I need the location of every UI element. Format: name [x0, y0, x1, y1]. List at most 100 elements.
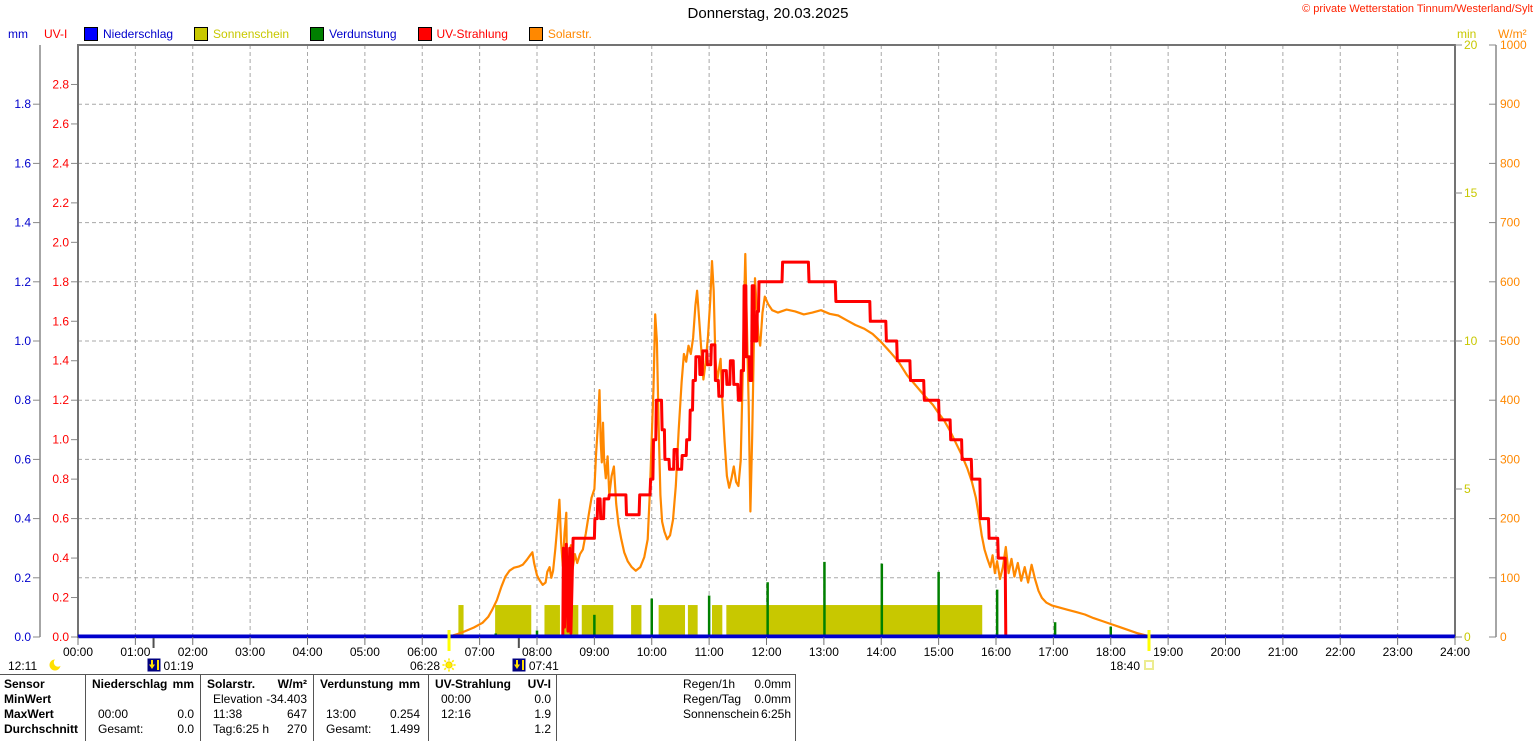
hour-tick-label: 01:00	[120, 645, 150, 659]
uvi-tick-label: 1.4	[52, 354, 69, 368]
uvi-tick-label: 1.8	[52, 275, 69, 289]
legend-item-solarstr: Solarstr.	[528, 27, 592, 41]
table-cell-value: 270	[286, 722, 307, 736]
legend-item-sonnenschein: Sonnenschein	[194, 27, 289, 41]
uvi-tick-label: 2.2	[52, 196, 69, 210]
table-col-unit: mm	[172, 677, 194, 691]
wm2-tick-label: 1000	[1500, 38, 1527, 52]
table-divider	[428, 674, 429, 741]
legend-swatch-icon	[310, 27, 325, 41]
table-cell-value: 1.9	[534, 707, 551, 721]
table-cell-value: 647	[286, 707, 307, 721]
sunshine-block	[631, 605, 642, 637]
hour-tick-label: 08:00	[522, 645, 552, 659]
mm-tick-label: 0.2	[14, 571, 31, 585]
axis-title-uvi: UV-I	[44, 27, 68, 41]
min-tick-label: 20	[1464, 38, 1478, 52]
uvi-tick-label: 2.0	[52, 235, 69, 249]
summary-label: Regen/1h	[683, 677, 736, 691]
summary-value: 0.0mm	[754, 677, 791, 691]
uvi-tick-label: 2.6	[52, 117, 69, 131]
summary-value: 0.0mm	[754, 692, 791, 706]
sunshine-block	[687, 605, 698, 637]
wm2-tick-label: 200	[1500, 512, 1520, 526]
table-divider	[795, 674, 796, 741]
hour-tick-label: 16:00	[981, 645, 1011, 659]
sunshine-block	[581, 605, 614, 637]
hour-tick-label: 23:00	[1383, 645, 1413, 659]
table-cell-value: 0.254	[389, 707, 420, 721]
wm2-tick-label: 100	[1500, 571, 1520, 585]
legend-label: Sonnenschein	[213, 27, 290, 41]
table-divider	[313, 674, 314, 741]
hour-tick-label: 10:00	[637, 645, 667, 659]
min-tick-label: 0	[1464, 630, 1471, 644]
legend-label: Niederschlag	[103, 27, 174, 41]
hour-tick-label: 13:00	[809, 645, 839, 659]
legend-item-uvstrahlung: UV-Strahlung	[417, 27, 508, 41]
table-row-header: MinWert	[4, 692, 52, 706]
table-row-header: Durchschnitt	[4, 722, 79, 736]
hour-tick-label: 15:00	[924, 645, 954, 659]
table-cell-value: 0.0	[177, 722, 194, 736]
hour-tick-label: 05:00	[350, 645, 380, 659]
legend-item-verdunstung: Verdunstung	[310, 27, 397, 41]
sunshine-block	[495, 605, 532, 637]
table-cell-value: -34.403	[266, 692, 307, 706]
table-row-header: MaxWert	[4, 707, 54, 721]
legend-swatch-icon	[84, 27, 98, 41]
sunshine-block	[658, 605, 686, 637]
uvi-tick-label: 2.4	[52, 156, 69, 170]
hour-tick-label: 17:00	[1038, 645, 1068, 659]
table-cell-label: Gesamt:	[98, 722, 144, 736]
uvi-tick-label: 2.8	[52, 77, 69, 91]
hour-tick-label: 03:00	[235, 645, 265, 659]
hour-tick-label: 00:00	[63, 645, 93, 659]
wm2-tick-label: 700	[1500, 216, 1520, 230]
hour-tick-label: 22:00	[1325, 645, 1355, 659]
hour-tick-label: 24:00	[1440, 645, 1470, 659]
table-divider	[556, 674, 557, 741]
uvi-tick-label: 0.4	[52, 551, 69, 565]
wm2-tick-label: 400	[1500, 393, 1520, 407]
table-cell-value: 1.499	[389, 722, 420, 736]
table-top-border	[0, 674, 796, 675]
uvi-tick-label: 1.0	[52, 433, 69, 447]
mm-tick-label: 0.0	[14, 630, 31, 644]
hour-tick-label: 14:00	[866, 645, 896, 659]
axis-title-min: min	[1457, 27, 1477, 41]
mm-tick-label: 1.0	[14, 334, 31, 348]
legend-label: Verdunstung	[329, 27, 397, 41]
table-col-unit: UV-I	[527, 677, 551, 691]
min-tick-label: 10	[1464, 334, 1478, 348]
wm2-tick-label: 0	[1500, 630, 1507, 644]
hour-tick-label: 19:00	[1153, 645, 1183, 659]
hour-tick-label: 18:00	[1096, 645, 1126, 659]
uvi-tick-label: 0.2	[52, 591, 69, 605]
hour-tick-label: 11:00	[695, 645, 724, 659]
legend: Niederschlag Sonnenschein Verdunstung UV-St…	[84, 27, 592, 41]
hour-tick-label: 09:00	[579, 645, 609, 659]
wm2-tick-label: 300	[1500, 452, 1520, 466]
page-title: Donnerstag, 20.03.2025	[687, 5, 849, 22]
table-col-header: Solarstr.	[207, 677, 256, 691]
wm2-tick-label: 800	[1500, 156, 1520, 170]
wm2-tick-label: 900	[1500, 97, 1520, 111]
table-cell-value: 1.2	[534, 722, 551, 736]
legend-label: Solarstr.	[547, 27, 592, 41]
table-cell-label: 11:38	[213, 707, 243, 721]
table-cell-label: 13:00	[326, 707, 357, 721]
table-cell-label: 12:16	[441, 707, 472, 721]
mm-tick-label: 1.4	[14, 216, 31, 230]
table-col-header: Niederschlag	[92, 677, 168, 691]
table-row-header: Sensor	[4, 677, 45, 691]
table-col-header: Verdunstung	[320, 677, 394, 691]
sunshine-block	[458, 605, 464, 637]
table-cell-label: Tag:6:25 h	[213, 722, 270, 736]
hour-tick-label: 02:00	[178, 645, 208, 659]
legend-label: UV-Strahlung	[436, 27, 508, 41]
table-cell-label: Elevation	[213, 692, 263, 706]
hour-tick-label: 20:00	[1210, 645, 1240, 659]
